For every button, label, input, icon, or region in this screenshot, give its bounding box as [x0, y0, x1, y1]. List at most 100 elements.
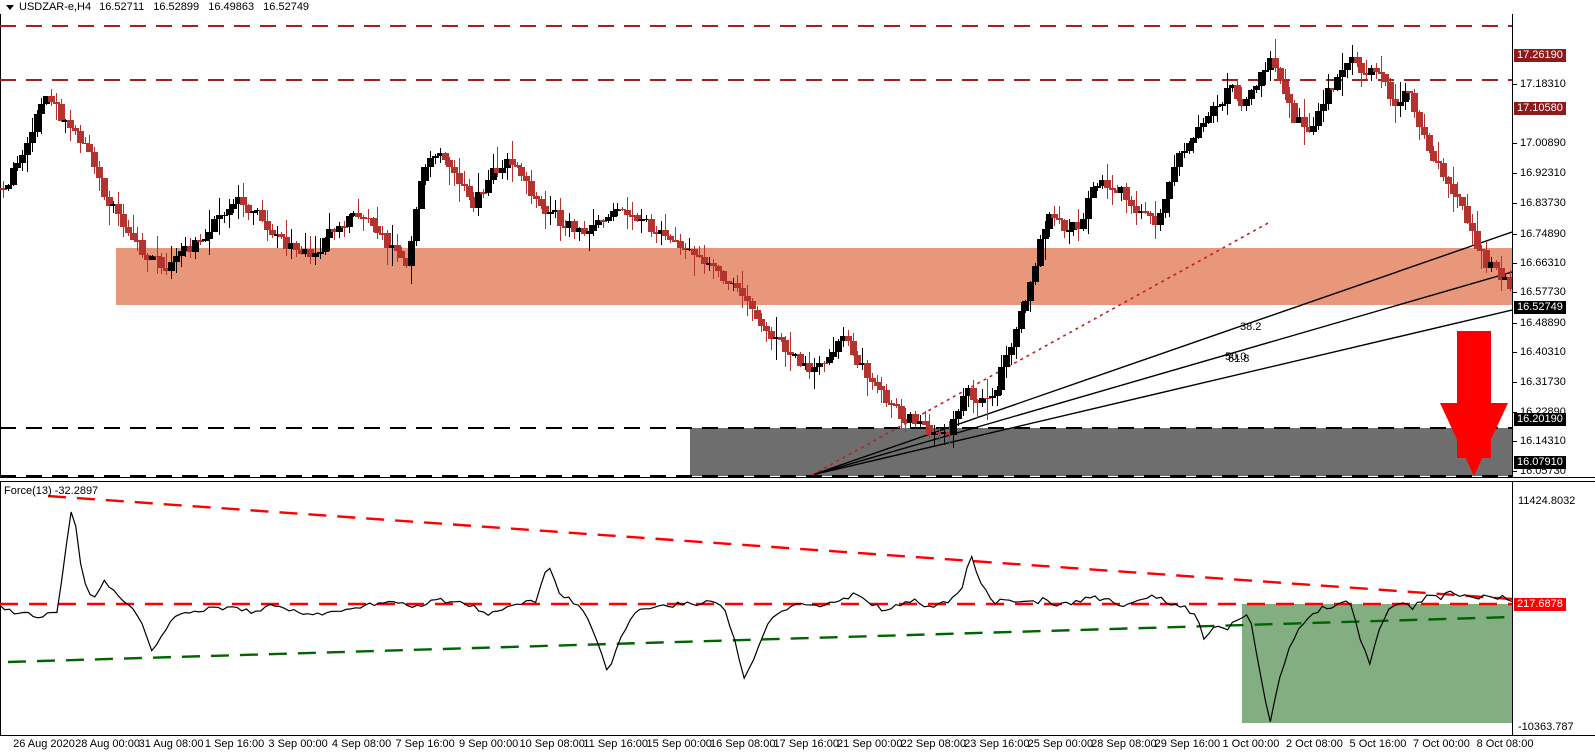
candlestick: [1219, 14, 1227, 478]
candlestick: [964, 14, 972, 478]
candlestick: [158, 14, 166, 478]
force-overlay-drawings: [0, 494, 1512, 722]
candle-body-bearish: [264, 221, 271, 231]
candle-body-bearish: [806, 362, 814, 373]
candle-body-bearish: [1392, 98, 1399, 107]
candle-body-bullish: [168, 261, 175, 271]
candle-body-bullish: [614, 208, 622, 212]
candlestick: [340, 14, 348, 478]
candle-body-bullish: [19, 155, 27, 164]
symbol-label: USDZAR-e,H4: [19, 1, 92, 13]
candle-wick: [1423, 113, 1425, 140]
candlestick: [1228, 14, 1236, 478]
force-plot-area[interactable]: Force(13) -32.2897: [0, 482, 1512, 735]
price-pane[interactable]: 38.2 50.0 61.8 17.18310 17.00890 16.92310 1…: [0, 14, 1595, 478]
force-axis[interactable]: 11424.8032 -10363.787 217.6878: [1512, 482, 1595, 735]
force-level-tag[interactable]: 217.6878: [1514, 598, 1566, 611]
candle-body-bullish: [216, 214, 223, 219]
candle-body-bullish: [1248, 90, 1255, 99]
candle-body-bullish: [211, 218, 219, 232]
candle-body-bullish: [230, 204, 238, 210]
candle-body-bearish: [844, 336, 852, 341]
candlestick: [480, 14, 487, 478]
candlestick: [528, 14, 535, 478]
candlestick: [302, 14, 310, 478]
demand-top-tag[interactable]: 16.20190: [1514, 413, 1566, 427]
candle-wick: [943, 423, 945, 446]
candlestick: [1358, 14, 1366, 478]
candle-body-bullish: [964, 387, 972, 396]
candle-wick: [555, 200, 556, 218]
time-axis[interactable]: 26 Aug 2020 28 Aug 00:00 31 Aug 08:00 1 Sep…: [0, 735, 1595, 753]
candle-body-bearish: [974, 399, 982, 404]
candle-body-bullish: [110, 204, 118, 207]
candle-wick: [1193, 136, 1195, 153]
candle-body-bearish: [1113, 189, 1121, 194]
candlestick: [518, 14, 526, 478]
candlestick: [1233, 14, 1241, 478]
candle-wick: [1265, 61, 1267, 86]
price-axis[interactable]: 17.18310 17.00890 16.92310 16.83730 16.74890…: [1512, 14, 1595, 478]
candle-body-bullish: [1099, 179, 1107, 187]
candle-body-bullish: [177, 250, 185, 256]
candlestick: [264, 14, 271, 478]
candle-body-bearish: [763, 325, 771, 332]
resistance-tag-1[interactable]: 17.26190: [1514, 48, 1566, 62]
candlestick: [177, 14, 185, 478]
candlestick: [297, 14, 305, 478]
time-tick-label: 28 Sep 08:00: [1091, 738, 1157, 750]
time-tick-label: 26 Aug 2020: [13, 738, 75, 750]
candle-wick: [535, 192, 537, 208]
candlestick: [1132, 14, 1140, 478]
candle-body-bullish: [643, 218, 651, 221]
candle-body-bearish: [81, 142, 89, 145]
candle-body-bullish: [422, 167, 430, 181]
candlestick: [1454, 14, 1462, 478]
candlestick: [700, 14, 708, 478]
candlestick: [19, 14, 27, 478]
candle-body-bearish: [672, 240, 679, 242]
candle-body-bearish: [1387, 81, 1395, 99]
candlestick: [52, 14, 60, 478]
candlestick: [470, 14, 478, 478]
candlestick: [715, 14, 723, 478]
candle-wick: [646, 215, 648, 222]
force-index-pane[interactable]: Force(13) -32.2897 11424.8032 -10363.787 2…: [0, 482, 1595, 735]
candle-wick: [862, 348, 864, 371]
resistance-tag-2[interactable]: 17.10580: [1514, 102, 1566, 116]
candle-body-bearish: [163, 267, 171, 271]
candlestick: [840, 14, 847, 478]
demand-bottom-tag[interactable]: 16.07910: [1514, 455, 1566, 469]
candlestick: [1190, 14, 1198, 478]
candlestick: [412, 14, 420, 478]
price-plot-area[interactable]: 38.2 50.0 61.8: [0, 14, 1512, 478]
candle-body-bearish: [748, 301, 756, 310]
candlestick: [806, 14, 814, 478]
time-tick-label: 2 Oct 08:00: [1285, 738, 1343, 750]
candle-body-bullish: [249, 210, 257, 213]
candlestick: [648, 14, 655, 478]
candlestick: [504, 14, 511, 478]
candlestick: [532, 14, 540, 478]
candlestick: [220, 14, 228, 478]
candle-body-bearish: [1449, 183, 1457, 195]
candlestick: [585, 14, 593, 478]
candlestick: [657, 14, 665, 478]
caret-down-icon[interactable]: [6, 4, 14, 10]
candle-wick: [156, 236, 158, 275]
candlestick: [24, 14, 31, 478]
candle-body-bullish: [1324, 88, 1332, 105]
current-price-tag[interactable]: 16.52749: [1514, 301, 1566, 315]
ohlc-high: 16.52899: [153, 1, 200, 13]
candle-wick: [1121, 186, 1123, 202]
candlestick: [782, 14, 790, 478]
candle-wick: [1399, 81, 1401, 117]
candle-wick: [382, 225, 384, 241]
candlestick: [436, 14, 444, 478]
candlestick: [4, 14, 12, 478]
candle-body-bullish: [1156, 212, 1164, 226]
candle-body-bearish: [364, 217, 372, 220]
candle-wick: [516, 162, 518, 168]
force-pane-left-border: [0, 482, 1, 735]
candle-body-bearish: [76, 130, 84, 143]
